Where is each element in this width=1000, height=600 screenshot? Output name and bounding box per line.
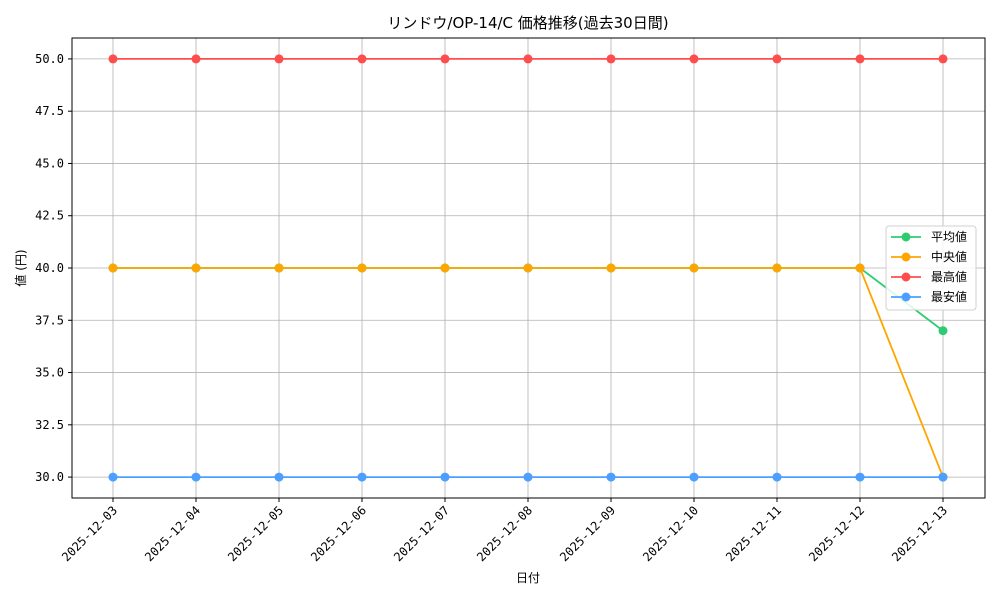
x-tick-label: 2025-12-12 (806, 503, 867, 564)
data-point (938, 326, 948, 336)
x-tick-label: 2025-12-06 (308, 503, 369, 564)
data-point (357, 54, 367, 64)
data-point (108, 263, 118, 273)
y-tick-label: 45.0 (35, 156, 64, 170)
y-tick-label: 40.0 (35, 261, 64, 275)
x-axis-ticks: 2025-12-03 2025-12-04 2025-12-05 2025-12-06… (59, 498, 950, 564)
x-tick-label: 2025-12-04 (142, 503, 203, 564)
legend-entry: 最高値 (931, 269, 967, 284)
data-point (274, 263, 284, 273)
data-point (108, 472, 118, 482)
data-point (772, 54, 782, 64)
data-point (938, 472, 948, 482)
data-point (855, 263, 865, 273)
data-point (440, 263, 450, 273)
data-point (689, 263, 699, 273)
y-tick-label: 37.5 (35, 313, 64, 327)
data-series (108, 54, 948, 482)
y-tick-label: 50.0 (35, 52, 64, 66)
data-point (855, 472, 865, 482)
legend-marker-icon (901, 272, 911, 282)
data-point (606, 263, 616, 273)
data-point (855, 54, 865, 64)
x-tick-label: 2025-12-09 (557, 503, 618, 564)
legend-entry: 平均値 (931, 229, 967, 244)
data-point (689, 54, 699, 64)
data-point (357, 472, 367, 482)
y-tick-label: 47.5 (35, 104, 64, 118)
data-point (191, 472, 201, 482)
x-tick-label: 2025-12-13 (889, 503, 950, 564)
data-point (523, 54, 533, 64)
data-point (191, 54, 201, 64)
y-tick-label: 32.5 (35, 418, 64, 432)
legend-marker-icon (901, 252, 911, 262)
data-point (191, 263, 201, 273)
legend-entry: 最安値 (931, 289, 967, 304)
data-point (606, 54, 616, 64)
y-tick-label: 30.0 (35, 470, 64, 484)
data-point (274, 472, 284, 482)
y-axis-ticks: 30.0 32.5 35.0 37.5 40.0 42.5 45.0 47.5 50.0 (35, 52, 72, 484)
chart-title: リンドウ/OP-14/C 価格推移(過去30日間) (387, 14, 668, 32)
x-tick-label: 2025-12-07 (391, 503, 452, 564)
data-point (274, 54, 284, 64)
data-point (523, 263, 533, 273)
legend-entry: 中央値 (931, 249, 967, 264)
data-point (938, 54, 948, 64)
y-tick-label: 35.0 (35, 366, 64, 380)
x-tick-label: 2025-12-03 (59, 503, 120, 564)
data-point (440, 472, 450, 482)
data-point (523, 472, 533, 482)
y-tick-label: 42.5 (35, 209, 64, 223)
data-point (689, 472, 699, 482)
data-point (772, 472, 782, 482)
x-tick-label: 2025-12-10 (640, 503, 701, 564)
x-tick-label: 2025-12-05 (225, 503, 286, 564)
legend-marker-icon (901, 292, 911, 302)
x-tick-label: 2025-12-11 (723, 503, 784, 564)
x-tick-label: 2025-12-08 (474, 503, 535, 564)
data-point (357, 263, 367, 273)
data-point (108, 54, 118, 64)
x-axis-label: 日付 (516, 571, 540, 585)
data-point (772, 263, 782, 273)
data-point (440, 54, 450, 64)
legend-marker-icon (901, 232, 911, 242)
data-point (606, 472, 616, 482)
y-axis-label: 値 (円) (13, 249, 28, 286)
